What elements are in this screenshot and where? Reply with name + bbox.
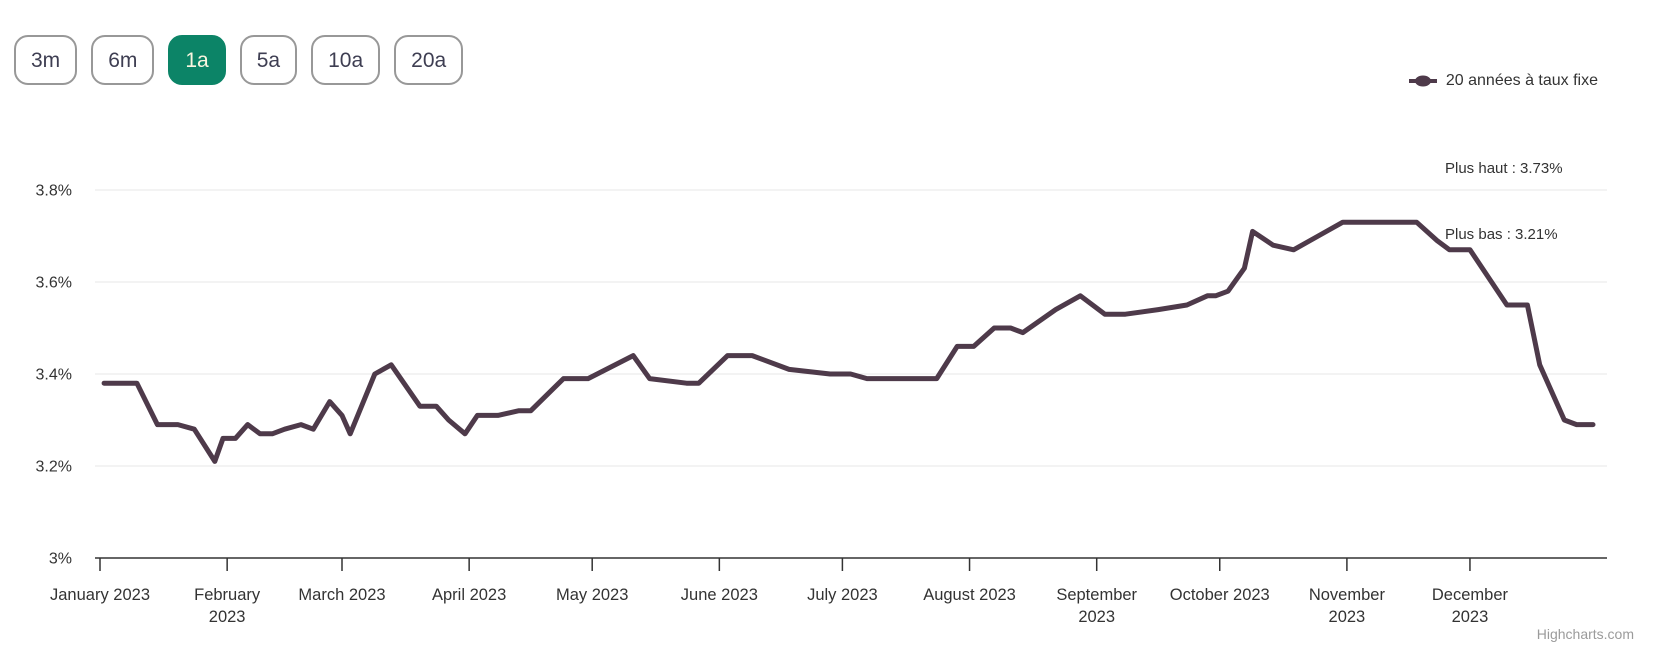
series-stats: Plus haut : 3.73% Plus bas : 3.21% (1445, 114, 1563, 268)
svg-text:August 2023: August 2023 (923, 586, 1016, 604)
svg-text:2023: 2023 (1329, 608, 1366, 626)
range-button-10a[interactable]: 10a (311, 35, 381, 85)
svg-text:February: February (194, 586, 261, 604)
svg-text:June 2023: June 2023 (681, 586, 758, 604)
svg-text:March 2023: March 2023 (298, 586, 385, 604)
x-axis-labels: January 2023 February 2023 March 2023 April … (50, 586, 1509, 626)
range-button-20a[interactable]: 20a (394, 35, 464, 85)
svg-text:July 2023: July 2023 (807, 586, 878, 604)
series-line-20-annees[interactable] (101, 219, 1596, 464)
svg-text:April 2023: April 2023 (432, 586, 506, 604)
svg-text:September: September (1056, 586, 1137, 604)
svg-text:3.4%: 3.4% (36, 367, 72, 384)
highcharts-credit-link[interactable]: Highcharts.com (1536, 626, 1634, 642)
range-button-6m[interactable]: 6m (91, 35, 155, 85)
svg-text:3%: 3% (49, 551, 72, 568)
svg-text:January 2023: January 2023 (50, 586, 150, 604)
legend-item[interactable]: 20 années à taux fixe (1408, 72, 1598, 90)
range-selector: 3m 6m 1a 5a 10a 20a (14, 35, 464, 85)
stat-plus-bas: Plus bas : 3.21% (1445, 226, 1558, 243)
svg-text:2023: 2023 (1078, 608, 1115, 626)
svg-text:3.6%: 3.6% (36, 275, 72, 292)
series-marker-icon (1408, 74, 1438, 88)
y-axis-labels: 3% 3.2% 3.4% 3.6% 3.8% (36, 183, 72, 568)
svg-text:October 2023: October 2023 (1170, 586, 1270, 604)
svg-text:November: November (1309, 586, 1386, 604)
legend-label: 20 années à taux fixe (1445, 72, 1598, 89)
range-button-3m[interactable]: 3m (14, 35, 78, 85)
range-button-1a[interactable]: 1a (168, 35, 226, 85)
svg-text:May 2023: May 2023 (556, 586, 628, 604)
svg-text:December: December (1432, 586, 1509, 604)
x-axis (95, 557, 1607, 571)
svg-text:3.2%: 3.2% (36, 459, 72, 476)
stat-plus-haut: Plus haut : 3.73% (1445, 160, 1563, 177)
range-button-5a[interactable]: 5a (239, 35, 298, 85)
y-gridlines (95, 189, 1607, 467)
svg-text:3.8%: 3.8% (36, 183, 72, 200)
svg-text:2023: 2023 (209, 608, 246, 626)
svg-text:2023: 2023 (1452, 608, 1489, 626)
